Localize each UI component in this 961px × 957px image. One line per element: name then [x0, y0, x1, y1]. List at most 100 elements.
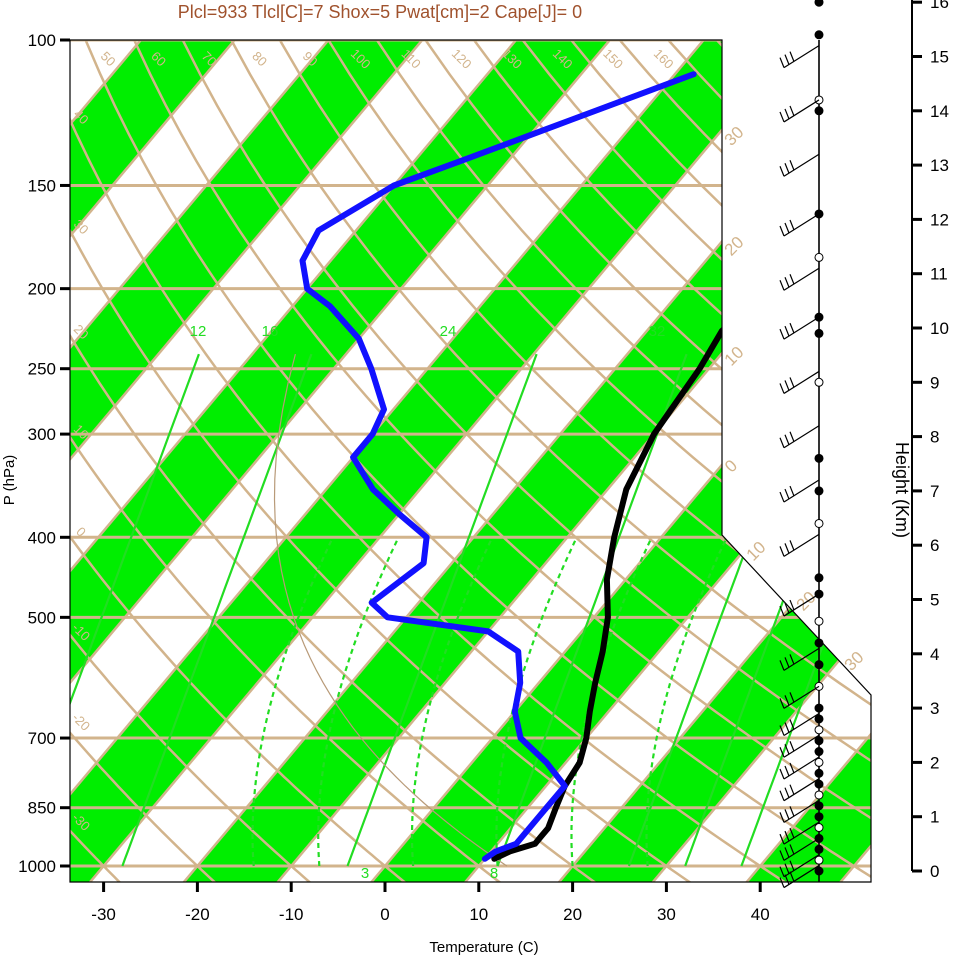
- wind-barb-flag: [789, 844, 795, 855]
- wind-barb-flag: [789, 160, 795, 171]
- wind-barb-flag: [784, 163, 790, 174]
- profile-point: [814, 106, 824, 116]
- x-tick-label: 0: [380, 905, 389, 924]
- wind-barb-flag: [789, 860, 795, 871]
- mixing-ratio-line: [410, 536, 494, 867]
- profile-point: [814, 573, 824, 583]
- wind-barb-flag: [789, 741, 795, 752]
- wind-barb-flag: [779, 768, 785, 780]
- y-axis-label: P (hPa): [1, 455, 18, 506]
- y-tick-label: 400: [28, 528, 56, 547]
- wind-barb-flag: [784, 847, 790, 858]
- wind-barb: [783, 593, 820, 617]
- wind-barb: [783, 821, 820, 845]
- wind-barb: [783, 756, 820, 780]
- moist-adiabat: [346, 353, 538, 867]
- wind-barb-flag: [784, 657, 790, 668]
- moist-adiabat: [496, 353, 688, 867]
- profile-point: [814, 252, 824, 262]
- mixing-ratio-label: 32: [649, 323, 666, 340]
- height-tick-label: 9: [930, 373, 939, 392]
- x-axis: -30 -20 -10 0 10 20 30 40: [91, 882, 770, 924]
- wind-barb-flag: [779, 812, 785, 823]
- profile-point: [814, 616, 824, 626]
- wind-barb-flag: [779, 166, 785, 177]
- wind-barb-flag: [779, 833, 785, 845]
- profile-point: [814, 453, 824, 463]
- isotherm-label: 30: [721, 123, 748, 150]
- wind-barb-flag: [789, 51, 795, 62]
- wind-barb: [783, 734, 820, 758]
- isotherm-label: 0: [721, 456, 741, 476]
- wind-barb: [783, 425, 820, 449]
- isotherm-label: 10: [721, 343, 748, 370]
- mixing-ratio-label: 16: [262, 323, 279, 340]
- height-tick-label: 7: [930, 482, 939, 501]
- wind-barb-flag: [789, 540, 795, 551]
- wind-barb-flag: [784, 695, 790, 706]
- wind-barb-flag: [784, 54, 790, 65]
- wind-barb: [783, 213, 820, 237]
- wind-barb: [783, 370, 820, 394]
- wind-barb-flag: [784, 787, 790, 798]
- wind-barb-flag: [779, 850, 785, 861]
- isotherm-label: 10: [743, 538, 770, 565]
- wind-barb-flag: [779, 437, 785, 448]
- wind-barb-flag: [779, 328, 785, 340]
- dry-adiabat: [870, 40, 871, 882]
- wind-barb-flag: [779, 57, 785, 68]
- isotherm-label: 30: [841, 648, 868, 675]
- dry-adiabat: [70, 40, 408, 882]
- y-tick-label: 500: [28, 608, 56, 627]
- y-tick-label: 1000: [18, 857, 56, 876]
- height-tick-label: 13: [930, 156, 949, 175]
- wind-barb-flag: [789, 105, 795, 117]
- wind-barb-flag: [784, 543, 790, 554]
- wind-barb: [783, 479, 820, 503]
- wind-barb-flag: [784, 277, 790, 288]
- isotherm: [744, 40, 871, 882]
- mixing-ratio-label: 24: [440, 323, 457, 340]
- y-tick-label: 850: [28, 799, 56, 818]
- wind-barb-flag: [789, 322, 795, 334]
- wind-barb-flag: [789, 871, 795, 882]
- dry-adiabat: [70, 40, 313, 882]
- dry-adiabat: [70, 40, 503, 882]
- profile-point: [814, 757, 824, 767]
- mixing-ratio-line: [570, 536, 653, 867]
- wind-barb-flag: [779, 866, 785, 877]
- height-axis-label: Height (Km): [892, 442, 912, 538]
- profile-point: [814, 790, 824, 800]
- wind-barb-flag: [779, 747, 785, 758]
- wind-barb-flag: [784, 744, 790, 755]
- y-axis: 100 150 200 250 300 400 500 700 850 1000: [18, 31, 70, 876]
- wind-barb-flag: [779, 225, 785, 237]
- band: [745, 40, 871, 882]
- height-tick-label: 6: [930, 536, 939, 555]
- height-tick-label: 10: [930, 319, 949, 338]
- wind-barb-flag: [784, 765, 790, 777]
- wind-barb-flag: [779, 660, 785, 671]
- wind-barb-flag: [789, 485, 795, 497]
- isotherm-label: 120: [449, 46, 475, 72]
- band: [70, 40, 454, 882]
- isotherm-label: 50: [98, 48, 119, 69]
- wind-barb-flag: [779, 698, 785, 709]
- profile-point: [814, 0, 824, 7]
- profile-point: [814, 844, 824, 854]
- x-tick-label: -20: [185, 905, 210, 924]
- profile-point: [814, 30, 824, 40]
- isotherm-label: -20: [69, 710, 93, 734]
- profile-point: [814, 328, 824, 338]
- x-tick-label: 40: [751, 905, 770, 924]
- height-tick-label: 11: [930, 265, 948, 284]
- isotherm: [70, 40, 268, 882]
- wind-barb: [783, 153, 820, 177]
- wind-barb-flag: [779, 383, 785, 394]
- wind-barb-flag: [789, 692, 795, 703]
- profile-point: [814, 377, 824, 387]
- y-tick-label: 300: [28, 425, 56, 444]
- wind-barb-flag: [784, 602, 790, 614]
